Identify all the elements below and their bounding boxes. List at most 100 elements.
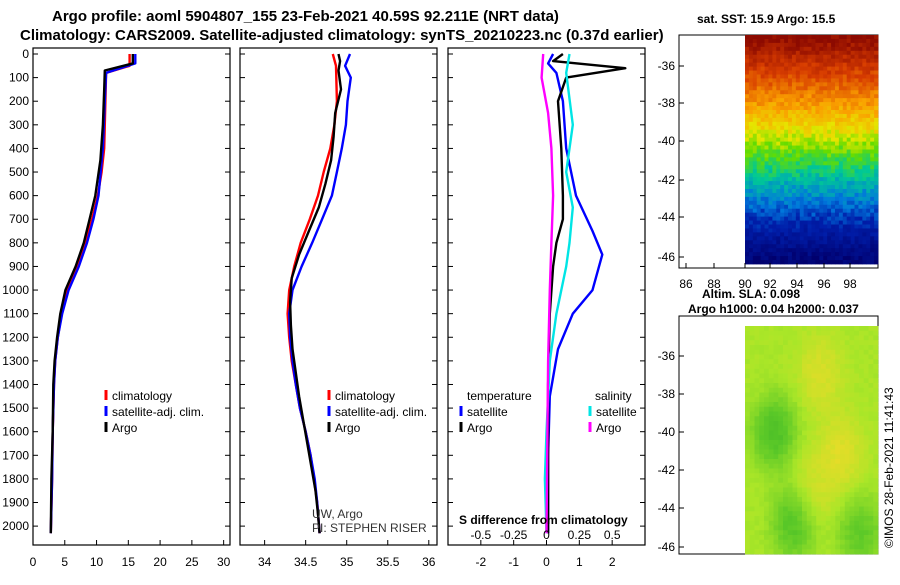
sst-cell: [870, 220, 875, 225]
sla-cell: [830, 425, 836, 431]
sla-cell: [797, 435, 803, 441]
sst-cell: [850, 173, 855, 178]
sla-cell: [816, 511, 822, 517]
sla-cell: [764, 340, 770, 346]
sla-cell: [825, 497, 831, 503]
sst-cell: [745, 145, 750, 150]
sst-cell: [842, 192, 848, 198]
sla-cell: [821, 368, 827, 374]
sst-cell: [846, 110, 852, 115]
sst-cell: [776, 38, 781, 44]
sla-cell: [764, 492, 770, 498]
sst-cell: [850, 232, 855, 237]
sla-cell: [787, 520, 793, 526]
sla-cell: [821, 340, 827, 346]
sst-cell: [784, 200, 789, 206]
sla-cell: [816, 368, 822, 374]
sst-cell: [756, 256, 762, 261]
sla-cell: [825, 525, 831, 531]
sst-cell: [756, 102, 762, 107]
sla-cell: [844, 421, 850, 427]
sst-cell: [862, 38, 867, 44]
sst-cell: [834, 157, 840, 162]
sla-cell: [844, 478, 850, 484]
sst-cell: [827, 54, 832, 60]
sst-cell: [807, 236, 812, 241]
sla-cell: [830, 511, 836, 517]
sst-cell: [834, 177, 840, 182]
sst-cell: [819, 260, 824, 265]
sst-cell: [870, 256, 875, 261]
sla-cell: [792, 402, 798, 408]
sla-cell: [859, 383, 865, 389]
sst-cell: [788, 165, 793, 170]
sla-cell: [830, 416, 836, 422]
sla-cell: [863, 497, 869, 503]
sla-cell: [773, 520, 779, 526]
sst-cell: [795, 70, 801, 75]
sla-cell: [821, 511, 827, 517]
sst-cell: [874, 149, 879, 154]
sst-cell: [823, 62, 828, 67]
sst-cell: [788, 70, 793, 75]
header-line1: Argo profile: aoml 5904807_155 23-Feb-20…: [52, 8, 559, 25]
sst-cell: [791, 169, 797, 174]
sla-cell: [859, 378, 865, 384]
sst-cell: [768, 113, 773, 119]
sst-cell: [791, 46, 797, 52]
sla-cell: [830, 440, 836, 446]
sst-cell: [803, 165, 808, 170]
sla-cell: [868, 549, 874, 555]
sst-cell: [756, 240, 762, 245]
sla-cell: [873, 359, 879, 365]
sst-cell: [858, 149, 863, 154]
sst-cell: [850, 58, 855, 64]
sst-cell: [807, 165, 812, 170]
sla-cell: [783, 497, 789, 503]
sla-cell: [787, 354, 793, 360]
sla-cell: [868, 435, 874, 441]
sst-cell: [795, 82, 801, 87]
sst-cell: [846, 58, 852, 64]
sst-cell: [862, 216, 867, 221]
sla-cell: [849, 516, 855, 522]
sla-cell: [802, 383, 808, 389]
sst-cell: [819, 252, 824, 257]
sla-cell: [754, 544, 760, 550]
sst-cell: [799, 244, 805, 249]
sla-cell: [778, 482, 784, 488]
sla-cell: [825, 506, 831, 512]
sst-cell: [838, 256, 844, 261]
sla-cell: [868, 364, 874, 370]
sla-cell: [792, 444, 798, 450]
sst-cell: [811, 244, 816, 249]
sst-cell: [764, 256, 769, 261]
sla-cell: [816, 444, 822, 450]
sla-cell: [787, 473, 793, 479]
sla-cell: [754, 354, 760, 360]
sst-cell: [838, 188, 844, 194]
sla-cell: [759, 497, 765, 503]
sst-cell: [799, 260, 805, 265]
sla-cell: [816, 359, 822, 365]
sla-cell: [811, 549, 817, 555]
sla-cell: [816, 487, 822, 493]
sla-cell: [868, 411, 874, 417]
sst-cell: [811, 157, 816, 162]
sst-cell: [858, 54, 863, 60]
sst-cell: [842, 66, 848, 71]
sla-cell: [792, 497, 798, 503]
sst-cell: [803, 90, 808, 95]
sst-cell: [858, 70, 863, 75]
sst-cell: [831, 70, 836, 75]
sla-cell: [773, 368, 779, 374]
sla-cell: [844, 525, 850, 531]
sst-cell: [748, 78, 754, 83]
sla-cell: [835, 539, 841, 545]
sst-cell: [838, 165, 844, 170]
sst-cell: [834, 110, 840, 115]
sla-cell: [849, 459, 855, 465]
sla-cell: [854, 383, 860, 389]
sla-cell: [873, 473, 879, 479]
sst-cell: [846, 38, 852, 44]
